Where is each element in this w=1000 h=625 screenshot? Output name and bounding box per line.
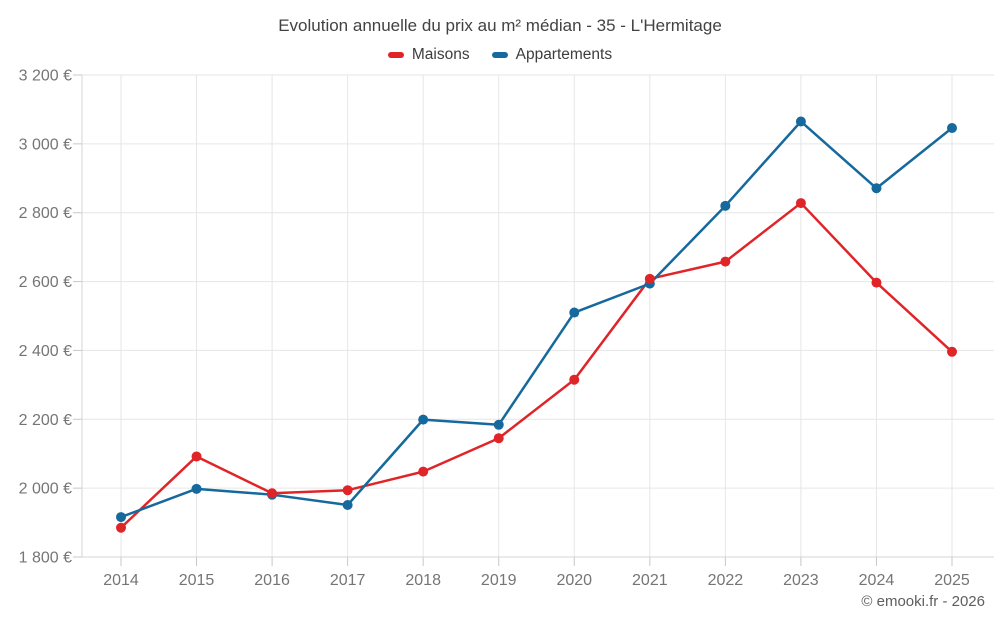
data-point-maisons-2014[interactable] [116,522,126,533]
x-tick-label: 2015 [179,572,215,589]
data-point-maisons-2015[interactable] [191,451,202,462]
y-tick-label: 2 400 € [19,343,72,360]
legend-item-maisons[interactable]: Maisons [387,46,470,64]
maisons-swatch-icon [387,52,404,58]
data-point-appartements-2024[interactable] [871,183,882,194]
data-point-maisons-2018[interactable] [418,466,429,477]
x-tick-label: 2023 [783,572,819,589]
data-point-maisons-2023[interactable] [795,198,806,209]
data-point-maisons-2017[interactable] [342,485,353,496]
x-tick-label: 2017 [330,572,366,589]
series-line-maisons [119,201,954,529]
x-tick-label: 2021 [632,572,668,589]
data-point-maisons-2025[interactable] [947,346,957,357]
data-point-maisons-2022[interactable] [720,256,731,267]
series-line-appartements [119,120,954,519]
x-tick-label: 2022 [708,572,744,589]
x-tick-label: 2019 [481,572,517,589]
data-point-maisons-2016[interactable] [267,488,278,499]
data-point-appartements-2019[interactable] [493,419,504,430]
x-tick-label: 2014 [103,572,139,589]
y-tick-label: 3 200 € [19,68,72,85]
data-point-appartements-2023[interactable] [795,116,806,127]
copyright-footer: © emooki.fr - 2026 [861,593,985,610]
data-point-appartements-2025[interactable] [947,123,957,134]
legend: Maisons Appartements [0,46,1000,64]
x-tick-label: 2016 [254,572,290,589]
data-point-appartements-2018[interactable] [418,414,429,425]
data-point-maisons-2019[interactable] [493,433,504,444]
legend-label-maisons: Maisons [411,46,470,63]
data-point-appartements-2015[interactable] [191,483,202,494]
x-tick-label: 2024 [859,572,895,589]
x-tick-label: 2018 [405,572,441,589]
data-point-appartements-2014[interactable] [116,512,126,523]
y-tick-label: 2 600 € [19,274,72,291]
legend-item-appartements[interactable]: Appartements [491,46,613,64]
chart-title: Evolution annuelle du prix au m² médian … [278,16,722,35]
appartements-swatch-icon [491,52,508,58]
x-tick-label: 2020 [556,572,592,589]
data-point-appartements-2020[interactable] [569,307,580,318]
y-tick-label: 2 200 € [19,412,72,429]
y-tick-label: 2 800 € [19,205,72,222]
data-point-maisons-2021[interactable] [644,273,655,284]
data-point-appartements-2017[interactable] [342,500,353,511]
data-point-maisons-2020[interactable] [569,374,580,385]
y-tick-label: 1 800 € [19,550,72,567]
data-point-maisons-2024[interactable] [871,277,882,288]
x-tick-label: 2025 [934,572,970,589]
legend-label-appartements: Appartements [515,46,613,63]
y-tick-label: 3 000 € [19,136,72,153]
data-point-appartements-2022[interactable] [720,200,731,211]
y-tick-label: 2 000 € [19,481,72,498]
